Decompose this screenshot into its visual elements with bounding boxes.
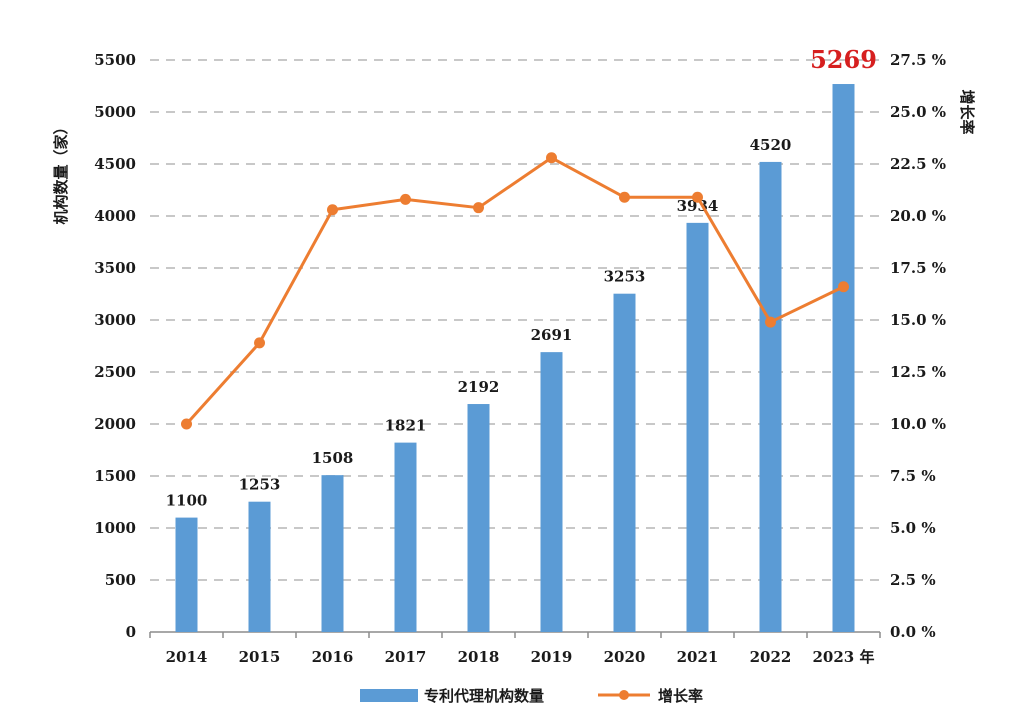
y-right-tick-label: 15.0 %: [890, 311, 946, 329]
bar-series: [175, 84, 855, 633]
y-right-tick-label: 27.5 %: [890, 51, 946, 69]
y-right-tick-label: 10.0 %: [890, 415, 946, 433]
line-point: [473, 202, 484, 214]
y-left-tick-label: 5500: [94, 51, 136, 69]
y-axis-right-title: 增长率: [958, 89, 976, 134]
bar-value-label: 1253: [239, 476, 281, 494]
line-point: [692, 191, 703, 203]
y-left-tick-label: 5000: [94, 103, 136, 121]
bar-value-label: 2192: [458, 378, 500, 396]
bar: [248, 501, 271, 632]
line-point: [400, 193, 411, 205]
bar: [686, 222, 709, 632]
y-left-tick-label: 1000: [94, 519, 136, 537]
y-right-tick-label: 2.5 %: [890, 571, 936, 589]
growth-rate-line: [185, 156, 845, 426]
grid-lines: [150, 59, 880, 581]
bar: [540, 352, 563, 632]
x-tick-label: 2023 年: [813, 648, 875, 666]
x-tick-label: 2018: [458, 648, 500, 666]
legend: 专利代理机构数量 增长率: [360, 687, 703, 705]
bar: [613, 293, 636, 632]
bar-value-label: 1100: [166, 492, 208, 510]
y-right-tick-label: 0.0 %: [890, 623, 936, 641]
line-point: [546, 152, 557, 164]
x-tick-label: 2021: [677, 648, 719, 666]
y-left-tick-label: 4000: [94, 207, 136, 225]
y-axis-left-title: 机构数量（家）: [52, 119, 70, 224]
tick-labels: 0 0.0 % 500 2.5 % 1000 5.0 % 1500 7.5 % 2000 10.0…: [94, 51, 946, 666]
y-right-tick-label: 22.5 %: [890, 155, 946, 173]
y-right-tick-label: 7.5 %: [890, 467, 936, 485]
bar: [832, 84, 855, 633]
x-tick-label: 2015: [239, 648, 281, 666]
axes: [149, 631, 881, 638]
y-left-tick-label: 4500: [94, 155, 136, 173]
bar-value-label: 5269: [810, 45, 877, 74]
line-series: [181, 152, 849, 430]
legend-line-label: 增长率: [658, 687, 703, 705]
bar-value-label: 3253: [604, 268, 646, 286]
legend-bar-swatch: [360, 689, 418, 702]
line-point: [765, 316, 776, 328]
y-right-tick-label: 20.0 %: [890, 207, 946, 225]
x-tick-label: 2017: [385, 648, 427, 666]
line-point: [619, 191, 630, 203]
line-point: [838, 281, 849, 293]
y-left-tick-label: 2500: [94, 363, 136, 381]
bar: [175, 517, 198, 632]
y-right-tick-label: 25.0 %: [890, 103, 946, 121]
x-tick-label: 2020: [604, 648, 646, 666]
x-tick-label: 2022: [750, 648, 792, 666]
line-point: [181, 418, 192, 430]
y-left-tick-label: 3500: [94, 259, 136, 277]
bar: [467, 404, 490, 632]
bar: [394, 442, 417, 632]
x-tick-label: 2016: [312, 648, 354, 666]
line-point: [254, 337, 265, 349]
y-left-tick-label: 2000: [94, 415, 136, 433]
y-right-tick-label: 12.5 %: [890, 363, 946, 381]
line-point: [327, 204, 338, 216]
bar: [321, 475, 344, 632]
bar-value-label: 1508: [312, 449, 354, 467]
y-right-tick-label: 17.5 %: [890, 259, 946, 277]
bar-data-labels: 1100 1253 1508 1821 2192 2691 3253 3934 4520 5269: [166, 45, 877, 510]
y-right-tick-label: 5.0 %: [890, 519, 936, 537]
x-tick-label: 2019: [531, 648, 573, 666]
y-left-tick-label: 500: [105, 571, 136, 589]
y-left-tick-label: 3000: [94, 311, 136, 329]
y-left-tick-label: 1500: [94, 467, 136, 485]
y-left-tick-label: 0: [126, 623, 136, 641]
bar-value-label: 3934: [677, 197, 719, 215]
bar-value-label: 4520: [750, 136, 792, 154]
legend-line-marker: [619, 690, 629, 700]
legend-bar-label: 专利代理机构数量: [424, 687, 544, 705]
bar-value-label: 1821: [385, 417, 427, 435]
bar: [759, 161, 782, 633]
x-tick-label: 2014: [166, 648, 208, 666]
bar-value-label: 2691: [531, 326, 573, 344]
